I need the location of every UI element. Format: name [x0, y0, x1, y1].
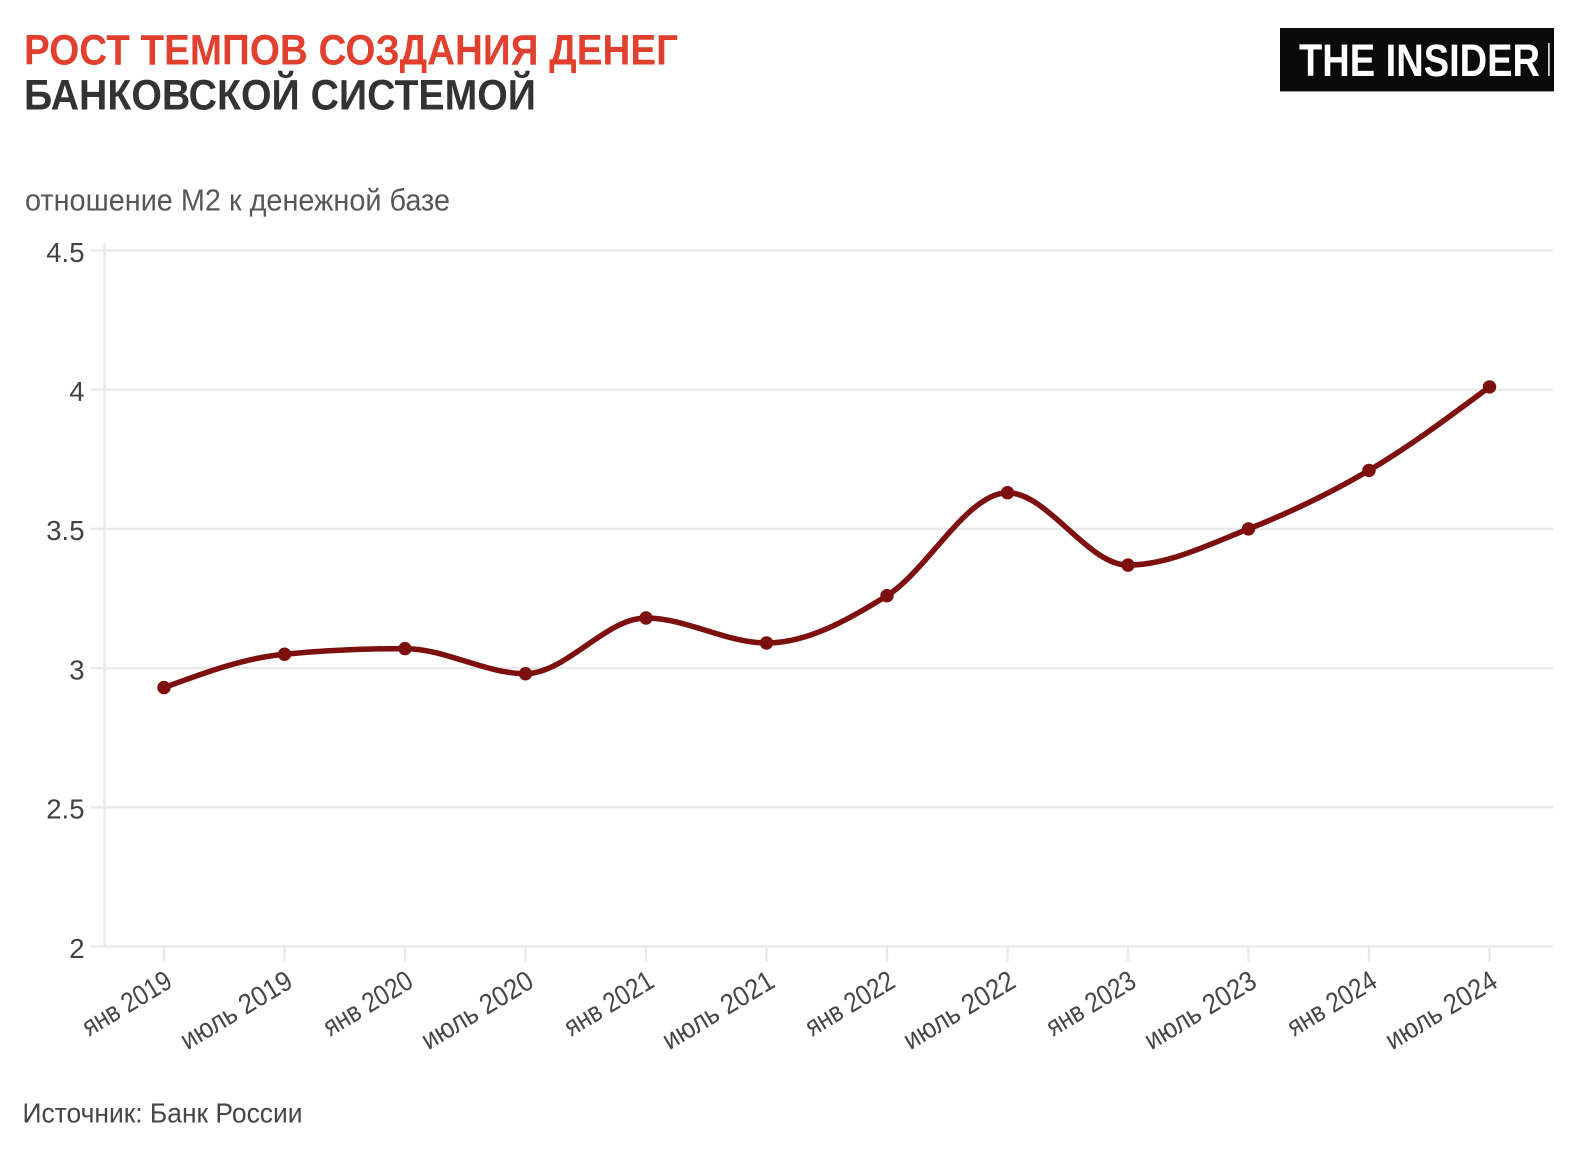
svg-text:4: 4: [69, 376, 84, 407]
svg-text:3: 3: [69, 654, 84, 685]
svg-text:РОСТ ТЕМПОВ СОЗДАНИЯ ДЕНЕГ: РОСТ ТЕМПОВ СОЗДАНИЯ ДЕНЕГ: [24, 27, 678, 75]
svg-text:БАНКОВСКОЙ СИСТЕМОЙ: БАНКОВСКОЙ СИСТЕМОЙ: [24, 71, 536, 120]
svg-text:отношение М2 к денежной базе: отношение М2 к денежной базе: [25, 183, 450, 218]
svg-text:3.5: 3.5: [46, 515, 84, 546]
svg-text:Источник: Банк России: Источник: Банк России: [23, 1098, 303, 1129]
svg-text:2.5: 2.5: [46, 794, 84, 825]
svg-text:THE INSIDER: THE INSIDER: [1299, 35, 1540, 86]
svg-text:4.5: 4.5: [46, 237, 84, 268]
svg-text:2: 2: [69, 933, 84, 964]
